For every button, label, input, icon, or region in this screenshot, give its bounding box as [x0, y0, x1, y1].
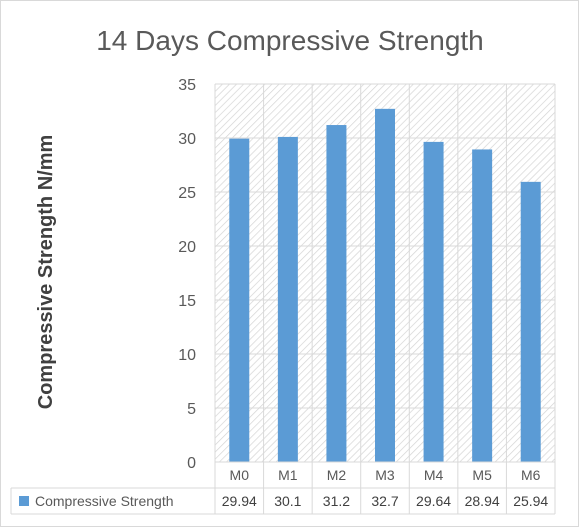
bar — [326, 125, 347, 462]
chart-title: 14 Days Compressive Strength — [96, 25, 484, 56]
y-tick-labels: 0 5 10 15 20 25 30 35 — [178, 77, 196, 472]
bar — [423, 141, 444, 462]
data-table-value: 28.94 — [465, 493, 500, 509]
x-tick-label: M4 — [424, 467, 444, 483]
y-tick-label: 25 — [178, 185, 196, 202]
y-tick-label: 10 — [178, 347, 196, 364]
bar — [472, 149, 493, 462]
data-table-value: 32.7 — [371, 493, 398, 509]
y-tick-label: 5 — [187, 401, 196, 418]
x-tick-label: M1 — [278, 467, 298, 483]
data-table-value: 25.94 — [513, 493, 548, 509]
y-axis-label: Compressive Strength N/mm — [35, 135, 57, 410]
x-tick-label: M5 — [472, 467, 492, 483]
x-tick-label: M2 — [327, 467, 347, 483]
data-table-value: 31.2 — [323, 493, 350, 509]
bar — [229, 138, 250, 462]
bar — [520, 181, 541, 462]
x-tick-label: M6 — [521, 467, 541, 483]
y-tick-label: 35 — [178, 77, 196, 94]
legend-label: Compressive Strength — [35, 493, 174, 509]
data-table-value: 29.94 — [222, 493, 257, 509]
bars — [229, 108, 541, 463]
data-table: M0 M1 M2 M3 M4 M5 M6 Compressive Strength 29.94 3… — [10, 84, 556, 515]
data-table-value: 29.64 — [416, 493, 451, 509]
y-tick-label: 20 — [178, 239, 196, 256]
y-tick-label: 0 — [187, 455, 196, 472]
x-tick-label: M0 — [230, 467, 250, 483]
bar — [375, 108, 395, 462]
x-tick-label: M3 — [375, 467, 395, 483]
y-tick-label: 15 — [178, 293, 196, 310]
data-table-value: 30.1 — [274, 493, 301, 509]
y-tick-label: 30 — [178, 131, 196, 148]
legend-swatch — [19, 496, 29, 506]
bar — [277, 136, 298, 463]
